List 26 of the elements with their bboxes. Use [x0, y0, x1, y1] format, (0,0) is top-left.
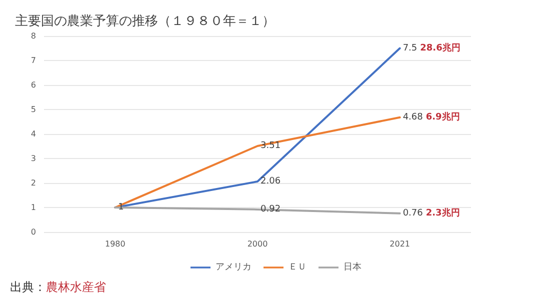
source-note: 出典：農林水産省 [10, 280, 106, 294]
y-tick-label: 5 [30, 105, 36, 114]
legend-label: アメリカ [216, 262, 252, 272]
data-label: 4.68 [402, 112, 424, 122]
annotation: 28.6兆円 [420, 42, 460, 54]
y-tick-label: 6 [30, 80, 36, 90]
data-label: 3.51 [260, 141, 281, 152]
y-tick-label: 4 [30, 130, 36, 138]
chart-title: 主要国の農業予算の推移（１９８０年＝１） [15, 13, 275, 29]
data-label: 0.92 [260, 204, 281, 214]
x-tick-label: 1980 [104, 240, 126, 248]
y-tick-label: 1 [30, 203, 36, 212]
data-label: 7.5 [402, 43, 418, 54]
legend-label: ＥＵ [288, 262, 306, 272]
y-tick-label: 7 [30, 56, 36, 65]
x-tick-label: 2000 [247, 240, 268, 248]
annotation: 6.9兆円 [426, 111, 460, 122]
data-label: 0.76 [402, 208, 424, 218]
x-tick-label: 2021 [390, 240, 410, 248]
y-tick-label: 3 [30, 154, 36, 163]
y-tick-label: 2 [30, 178, 36, 188]
y-tick-label: 8 [30, 32, 36, 40]
annotation: 2.3兆円 [426, 207, 460, 218]
y-tick-label: 0 [30, 228, 36, 236]
data-label: 2.06 [260, 176, 281, 187]
legend-label: 日本 [344, 262, 362, 272]
